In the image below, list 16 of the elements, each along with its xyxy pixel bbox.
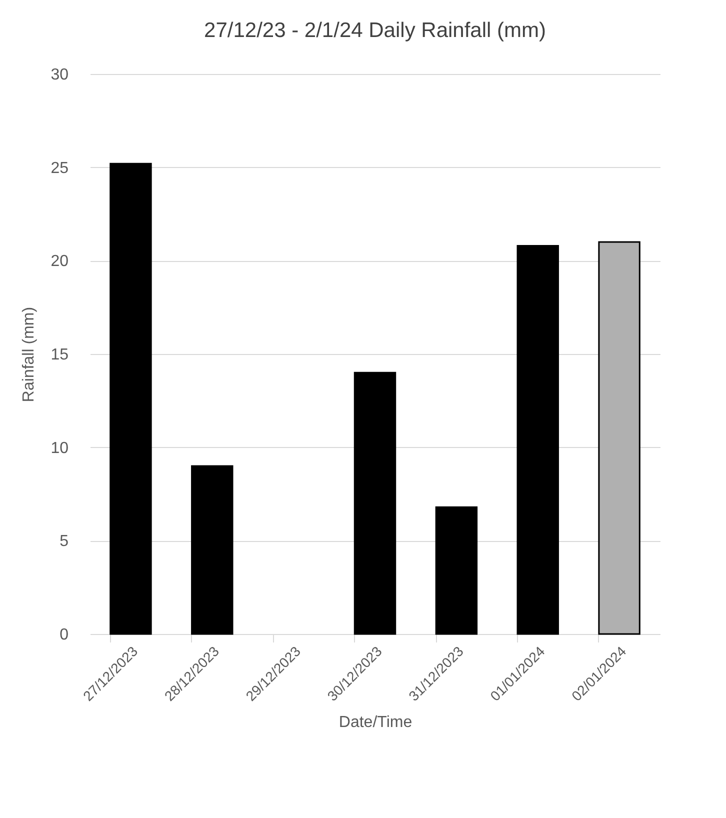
bar — [435, 506, 478, 635]
bar — [598, 241, 640, 635]
bar — [354, 372, 396, 635]
y-axis-title: Rainfall (mm) — [20, 306, 38, 402]
y-tick-label: 25 — [50, 160, 69, 177]
y-tick-label: 5 — [60, 533, 69, 550]
chart-title: 27/12/23 - 2/1/24 Daily Rainfall (mm) — [204, 19, 546, 42]
y-tick-label: 30 — [50, 66, 69, 84]
y-tick-label: 20 — [50, 253, 69, 270]
bar — [191, 465, 234, 635]
y-tick-label: 10 — [50, 440, 69, 457]
x-axis-title: Date/Time — [338, 714, 412, 731]
y-tick-label: 0 — [60, 626, 69, 644]
bar — [110, 162, 152, 635]
bar — [516, 244, 559, 635]
y-tick-label: 15 — [50, 346, 69, 364]
